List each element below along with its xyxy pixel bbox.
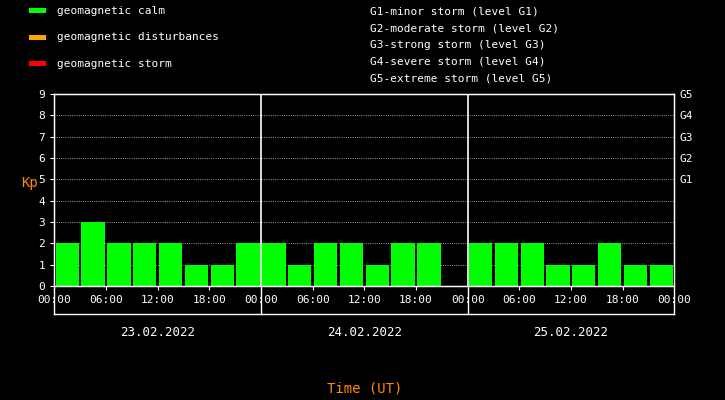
Bar	[418, 243, 441, 286]
Text: 23.02.2022: 23.02.2022	[120, 326, 195, 339]
Bar	[314, 243, 337, 286]
Text: Time (UT): Time (UT)	[327, 382, 402, 396]
FancyBboxPatch shape	[28, 61, 46, 66]
Text: 25.02.2022: 25.02.2022	[534, 326, 608, 339]
Text: geomagnetic calm: geomagnetic calm	[57, 6, 165, 16]
Bar	[650, 265, 673, 286]
Text: G5-extreme storm (level G5): G5-extreme storm (level G5)	[370, 74, 552, 84]
Bar	[598, 243, 621, 286]
Bar	[133, 243, 157, 286]
Text: geomagnetic disturbances: geomagnetic disturbances	[57, 32, 219, 42]
Bar	[262, 243, 286, 286]
Bar	[624, 265, 647, 286]
FancyBboxPatch shape	[28, 35, 46, 40]
Bar	[81, 222, 104, 286]
Bar	[521, 243, 544, 286]
Bar	[236, 243, 260, 286]
Bar	[107, 243, 130, 286]
Bar	[56, 243, 79, 286]
Bar	[185, 265, 208, 286]
Bar	[572, 265, 595, 286]
FancyBboxPatch shape	[28, 8, 46, 13]
Text: geomagnetic storm: geomagnetic storm	[57, 59, 172, 69]
Bar	[340, 243, 363, 286]
Bar	[288, 265, 311, 286]
Bar	[469, 243, 492, 286]
Text: G1-minor storm (level G1): G1-minor storm (level G1)	[370, 7, 539, 17]
Bar	[392, 243, 415, 286]
Bar	[159, 243, 182, 286]
Bar	[365, 265, 389, 286]
Bar	[211, 265, 234, 286]
Text: G2-moderate storm (level G2): G2-moderate storm (level G2)	[370, 23, 558, 33]
Y-axis label: Kp: Kp	[21, 176, 38, 190]
Bar	[547, 265, 570, 286]
Text: G4-severe storm (level G4): G4-severe storm (level G4)	[370, 57, 545, 67]
Text: G3-strong storm (level G3): G3-strong storm (level G3)	[370, 40, 545, 50]
Text: 24.02.2022: 24.02.2022	[327, 326, 402, 339]
Bar	[494, 243, 518, 286]
